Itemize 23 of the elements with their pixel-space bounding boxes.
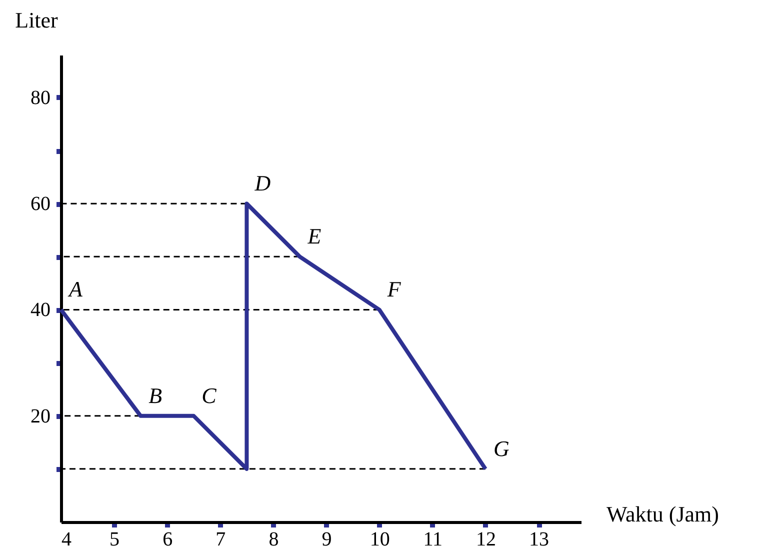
annotation: D [254,170,271,196]
annotation: C [202,382,217,408]
y-axis-title: Liter [15,8,59,32]
x-tick-label: 5 [110,528,120,550]
annotation: E [306,224,322,249]
y-tick-label: 60 [30,193,50,216]
y-tick-label: 80 [30,86,50,109]
x-axis-title: Waktu (Jam) [606,502,719,526]
x-tick-label: 9 [322,528,332,550]
x-tick-label: 12 [476,528,496,550]
annotation: A [67,276,83,302]
y-tick-label: 40 [30,299,50,322]
x-tick-label: 10 [370,528,390,550]
x-tick-label: 11 [423,528,443,550]
annotation: G [493,436,510,461]
x-tick-label: 8 [268,528,279,550]
x-tick-label: 13 [529,528,550,550]
x-tick-label: 7 [216,528,226,550]
annotation: B [148,382,162,408]
x-tick-label: 6 [162,528,173,550]
x-tick-label: 4 [62,528,72,550]
annotation: F [386,276,402,302]
y-tick-label: 20 [30,405,50,428]
